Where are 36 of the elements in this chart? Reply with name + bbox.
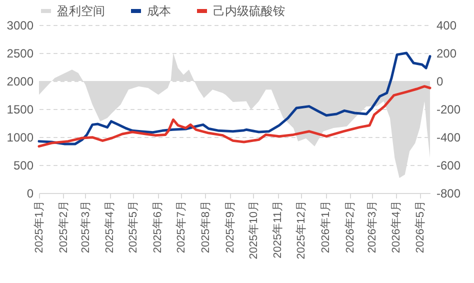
x-tick-label: 2025年12月 [296,200,308,260]
line-series [38,85,432,148]
legend-label: 盈利空间 [57,4,105,18]
y-tick-label: 500 [13,158,34,172]
y2-tick-label: 400 [436,18,457,32]
y2-tick-label: -400 [436,130,461,144]
x-tick-label: 2026年4月 [390,200,403,254]
y-tick-label: 0 [26,186,34,200]
x-tick-label: 2025年3月 [80,200,92,254]
x-tick-label: 2025年9月 [224,200,236,254]
x-tick-label: 2025年6月 [152,200,164,254]
x-tick-label: 2025年11月 [272,200,284,258]
x-tick-label: 2025年5月 [128,200,140,254]
legend-label: 己内级硫酸铵 [213,4,285,18]
y-tick-label: 1500 [6,102,34,116]
y2-tick-label: 200 [436,46,457,60]
x-tick-label: 2025年4月 [104,200,116,254]
y-tick-label: 3000 [6,18,34,32]
x-tick-label: 2026年3月 [366,200,378,254]
y-tick-label: 2500 [6,46,34,60]
x-tick-label: 2025年8月 [200,200,212,254]
y-tick-label: 2000 [6,74,34,88]
x-tick-label: 2026年2月 [344,200,356,254]
x-tick-label: 2025年10月 [248,200,260,260]
y2-tick-label: 0 [436,74,444,88]
y2-tick-label: -200 [436,102,461,116]
x-tick-label: 2026年5月 [414,200,426,254]
y2-tick-label: -800 [436,186,461,200]
line-series [38,52,432,146]
x-tick-label: 2025年7月 [176,200,188,254]
legend-label: 成本 [147,4,171,18]
x-tick-label: 2025年1月 [34,200,46,254]
y2-tick-label: -600 [436,158,461,172]
x-tick-label: 2025年2月 [58,200,70,254]
y-tick-label: 1000 [6,130,34,144]
x-tick-label: 2026年1月 [320,200,332,254]
